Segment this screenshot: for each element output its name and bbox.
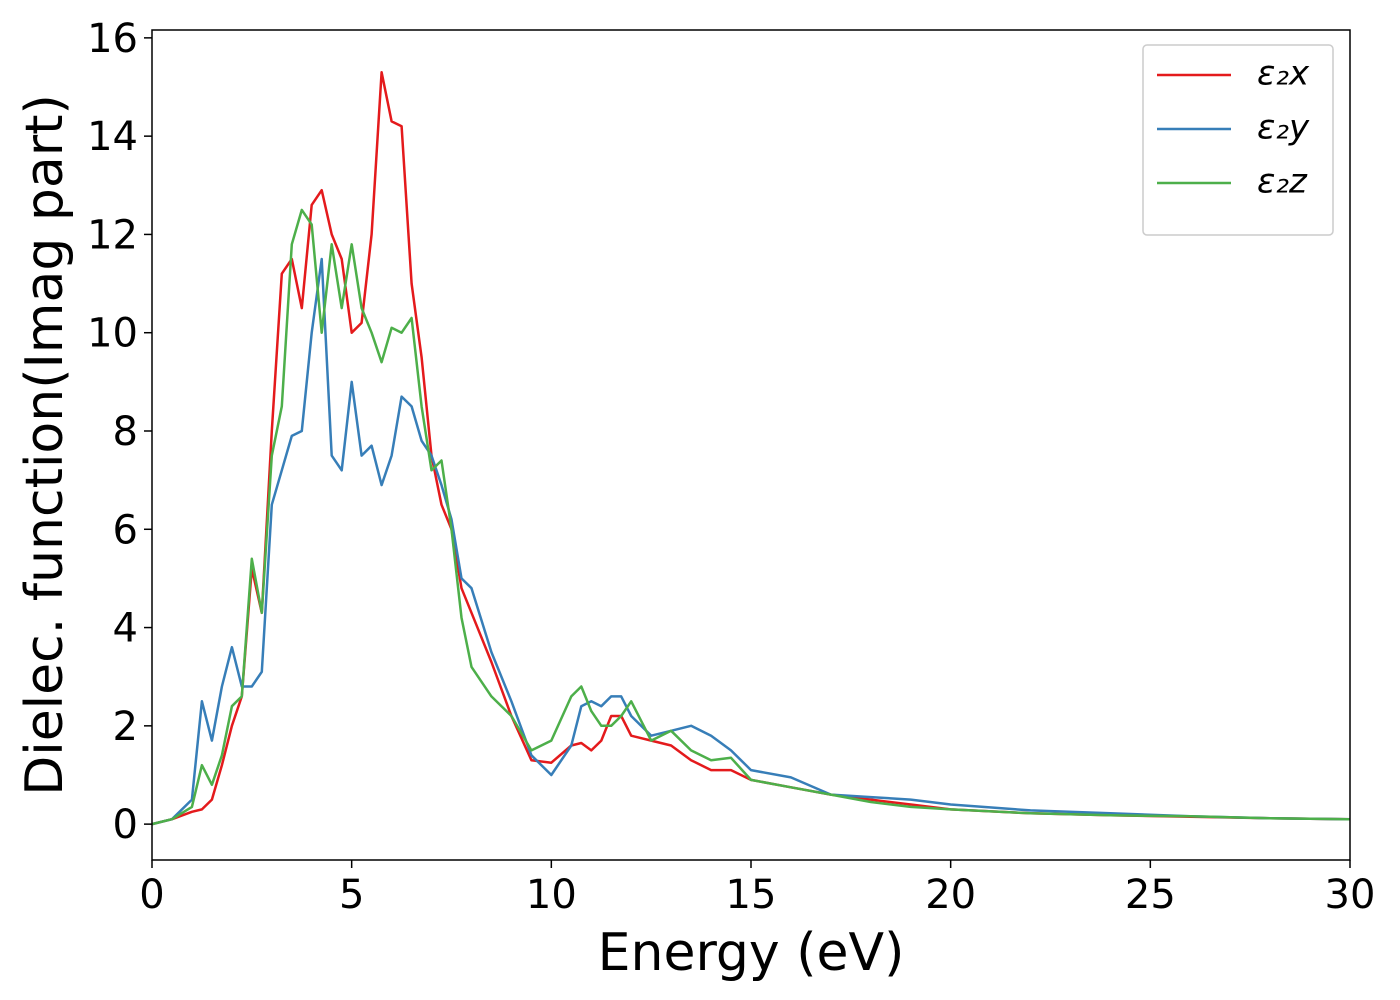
- x-tick-label: 15: [726, 872, 777, 918]
- y-axis-label: Dielec. function(Imag part): [15, 94, 75, 796]
- x-axis-label: Energy (eV): [598, 923, 905, 983]
- series-line: [151, 208, 1351, 826]
- series-line: [151, 257, 1351, 826]
- x-tick-label: 30: [1325, 872, 1376, 918]
- y-tick-label: 6: [113, 507, 138, 553]
- y-tick-label: 4: [113, 606, 138, 652]
- legend-label: ε₂x: [1257, 54, 1310, 94]
- y-tick-label: 0: [113, 802, 138, 848]
- y-tick-label: 2: [113, 704, 138, 750]
- y-tick-label: 10: [87, 311, 138, 357]
- legend-label: ε₂z: [1257, 162, 1308, 202]
- x-tick-label: 10: [526, 872, 577, 918]
- y-tick-label: 8: [113, 409, 138, 455]
- x-tick-label: 20: [925, 872, 976, 918]
- x-tick-label: 25: [1125, 872, 1176, 918]
- legend-box: [1142, 44, 1334, 236]
- x-tick-label: 0: [139, 872, 164, 918]
- x-tick-label: 5: [339, 872, 364, 918]
- legend-label: ε₂y: [1257, 108, 1310, 148]
- plot-frame: [151, 29, 1351, 861]
- y-tick-label: 14: [87, 114, 138, 160]
- y-tick-label: 16: [87, 16, 138, 62]
- y-tick-label: 12: [87, 212, 138, 258]
